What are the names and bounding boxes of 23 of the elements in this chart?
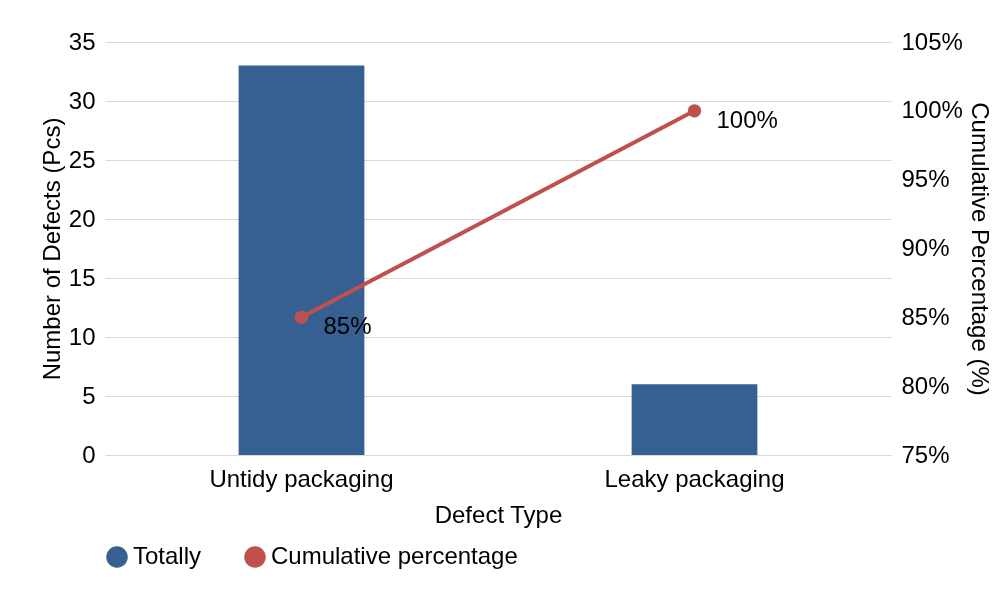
y2-tick-label: 85% [901,302,950,330]
y-axis-title: Number of Defects (Pcs) [37,117,65,381]
y-tick-label: 35 [68,27,96,55]
y2-tick-label: 105% [901,27,963,55]
legend-label: Cumulative percentage [271,542,518,569]
y2-tick-label: 100% [901,96,963,124]
y-tick-label: 30 [68,86,96,114]
y2-tick-label: 90% [901,234,950,261]
x-axis-title: Defect Type [434,500,563,528]
y-tick-label: 20 [68,204,96,232]
y-tick-label: 15 [68,263,96,291]
y-tick-label: 10 [68,322,96,350]
y2-tick-label: 80% [901,371,950,399]
y2-tick-label: 95% [901,165,950,193]
y2-tick-label: 75% [901,440,950,468]
y2-axis-title: Cumulative Percentage (%) [966,102,994,396]
x-tick-label: Untidy packaging [209,464,394,492]
y-tick-label: 0 [82,440,96,468]
x-tick-label: Leaky packaging [604,464,785,492]
data-label: 100% [716,105,778,133]
y-tick-label: 5 [82,381,96,409]
y-tick-label: 25 [68,145,96,173]
legend-label: Totally [133,542,202,569]
